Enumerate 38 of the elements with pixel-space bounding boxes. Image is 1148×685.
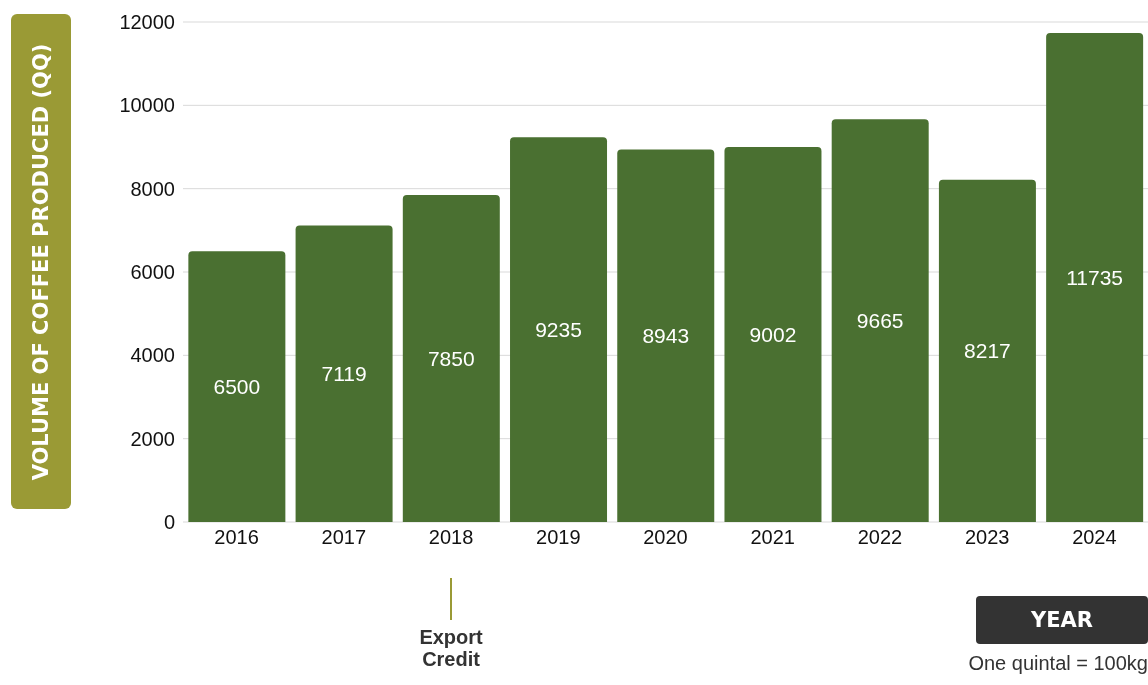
y-tick-label: 0 [163, 511, 175, 534]
x-tick-label: 2023 [964, 526, 1010, 549]
bar [402, 194, 500, 522]
bar [1046, 33, 1144, 522]
y-tick-label: 4000 [130, 344, 175, 367]
x-tick-label: 2019 [536, 526, 581, 549]
bar [831, 119, 929, 522]
x-tick-label: 2018 [428, 526, 474, 549]
data-label: 9002 [749, 322, 797, 346]
bar [724, 146, 822, 522]
bar [938, 179, 1036, 522]
x-tick-label: 2016 [214, 526, 259, 549]
y-tick-label: 12000 [119, 11, 175, 34]
x-tick-label: 2017 [321, 526, 367, 549]
data-label: 6500 [213, 375, 261, 399]
data-label: 8217 [964, 339, 1011, 363]
bar [510, 137, 608, 522]
data-label: 11735 [1066, 265, 1124, 289]
y-tick-label: 2000 [130, 427, 175, 450]
x-tick-label: 2020 [643, 526, 688, 549]
bar [295, 225, 393, 522]
text: Export Credit [418, 626, 484, 670]
x-axis-title: YEAR [976, 596, 1148, 644]
x-tick-label: 2022 [857, 526, 903, 549]
x-tick-label: 2024 [1072, 526, 1117, 549]
text: One quintal = 100kg [968, 652, 1148, 675]
y-tick-label: 8000 [130, 177, 175, 200]
data-label: 8943 [642, 324, 690, 348]
data-label: 7850 [427, 346, 475, 370]
bar [617, 149, 715, 522]
y-axis-title: VOLUME OF COFFEE PRODUCED (QQ) [29, 43, 54, 480]
bar [188, 251, 286, 522]
data-label: 9665 [856, 309, 904, 333]
data-label: 7119 [321, 362, 367, 386]
data-label: 9235 [535, 318, 582, 342]
y-tick-label: 10000 [119, 94, 175, 117]
y-tick-label: 6000 [130, 261, 175, 284]
x-tick-label: 2021 [750, 526, 795, 549]
